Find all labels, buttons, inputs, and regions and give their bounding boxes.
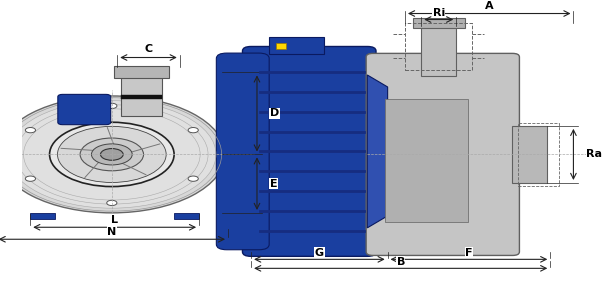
Polygon shape — [367, 75, 388, 228]
Circle shape — [92, 144, 132, 165]
FancyBboxPatch shape — [216, 53, 269, 250]
Circle shape — [58, 126, 166, 182]
Bar — [121, 95, 162, 99]
Bar — [413, 18, 465, 28]
Bar — [174, 213, 199, 220]
Circle shape — [8, 101, 216, 208]
FancyBboxPatch shape — [242, 46, 376, 256]
Text: F: F — [465, 248, 473, 258]
Circle shape — [80, 138, 144, 171]
Bar — [513, 126, 547, 183]
Text: Ri: Ri — [433, 8, 445, 18]
Text: A: A — [485, 1, 493, 11]
FancyBboxPatch shape — [58, 94, 111, 125]
Text: E: E — [270, 179, 278, 188]
Text: L: L — [111, 215, 118, 225]
Circle shape — [25, 127, 36, 133]
Text: C: C — [144, 44, 153, 54]
Text: D: D — [270, 109, 279, 118]
Text: N: N — [107, 227, 116, 237]
Bar — [114, 66, 169, 78]
Text: B: B — [396, 257, 405, 267]
FancyBboxPatch shape — [366, 53, 519, 256]
Bar — [518, 123, 559, 186]
Circle shape — [50, 122, 174, 187]
Bar — [121, 76, 162, 117]
Text: G: G — [315, 248, 324, 258]
Bar — [30, 213, 55, 220]
Text: Ra: Ra — [586, 149, 602, 160]
Circle shape — [101, 149, 123, 160]
Circle shape — [25, 176, 36, 181]
Circle shape — [107, 200, 117, 206]
Circle shape — [188, 176, 198, 181]
Bar — [268, 38, 324, 54]
Circle shape — [188, 127, 198, 133]
Circle shape — [107, 103, 117, 109]
Bar — [421, 26, 456, 77]
Bar — [405, 23, 473, 70]
Circle shape — [0, 96, 225, 213]
Bar — [385, 99, 468, 222]
Bar — [276, 43, 286, 48]
